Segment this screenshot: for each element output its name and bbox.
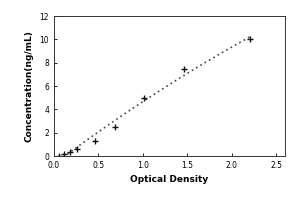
Y-axis label: Concentration(ng/mL): Concentration(ng/mL) <box>25 30 34 142</box>
X-axis label: Optical Density: Optical Density <box>130 175 208 184</box>
